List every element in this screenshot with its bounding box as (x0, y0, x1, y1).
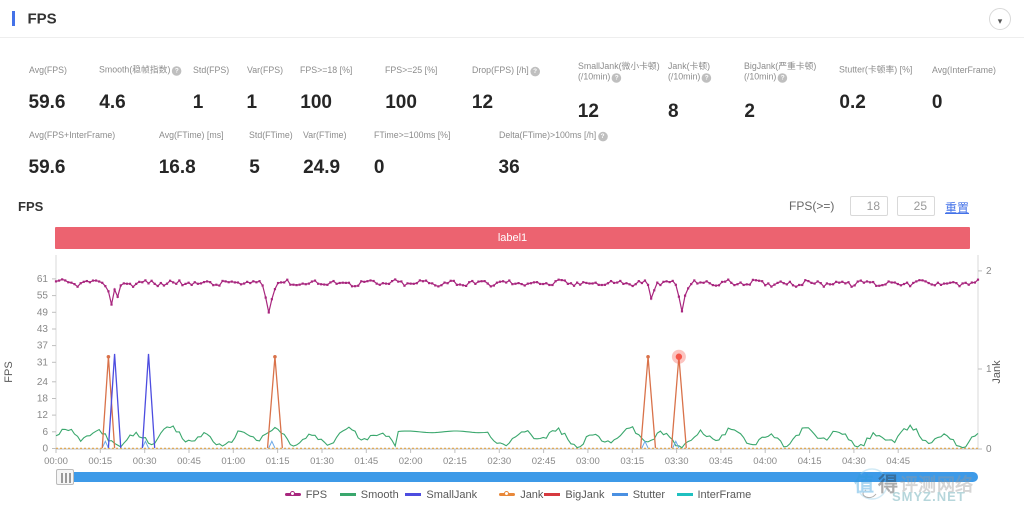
svg-text:2: 2 (986, 266, 992, 277)
svg-text:00:45: 00:45 (177, 456, 201, 467)
svg-text:0: 0 (42, 444, 48, 455)
svg-text:0: 0 (986, 444, 992, 455)
svg-text:01:15: 01:15 (266, 456, 290, 467)
svg-text:00:00: 00:00 (44, 456, 68, 467)
svg-text:SMYZ.NET: SMYZ.NET (892, 489, 966, 504)
svg-text:24: 24 (37, 377, 49, 388)
svg-text:02:15: 02:15 (443, 456, 467, 467)
svg-text:00:30: 00:30 (133, 456, 157, 467)
svg-text:43: 43 (37, 324, 49, 335)
svg-text:04:15: 04:15 (798, 456, 822, 467)
svg-text:Jank: Jank (991, 360, 1003, 384)
svg-text:03:15: 03:15 (620, 456, 644, 467)
svg-text:04:00: 04:00 (753, 456, 777, 467)
svg-text:03:45: 03:45 (709, 456, 733, 467)
svg-text:49: 49 (37, 307, 49, 318)
svg-text:02:45: 02:45 (532, 456, 556, 467)
svg-text:03:30: 03:30 (665, 456, 689, 467)
svg-text:01:45: 01:45 (354, 456, 378, 467)
svg-text:55: 55 (37, 291, 49, 302)
svg-text:6: 6 (42, 427, 48, 438)
svg-text:02:00: 02:00 (399, 456, 423, 467)
svg-text:61: 61 (37, 274, 49, 285)
svg-text:37: 37 (37, 341, 49, 352)
svg-text:03:00: 03:00 (576, 456, 600, 467)
svg-text:02:30: 02:30 (487, 456, 511, 467)
svg-text:FPS: FPS (3, 361, 15, 382)
svg-text:00:15: 00:15 (88, 456, 112, 467)
svg-text:18: 18 (37, 394, 49, 405)
svg-text:01:30: 01:30 (310, 456, 334, 467)
svg-text:31: 31 (37, 357, 49, 368)
svg-text:04:45: 04:45 (886, 456, 910, 467)
svg-text:04:30: 04:30 (842, 456, 866, 467)
svg-text:01:00: 01:00 (221, 456, 245, 467)
svg-text:12: 12 (37, 410, 49, 421)
